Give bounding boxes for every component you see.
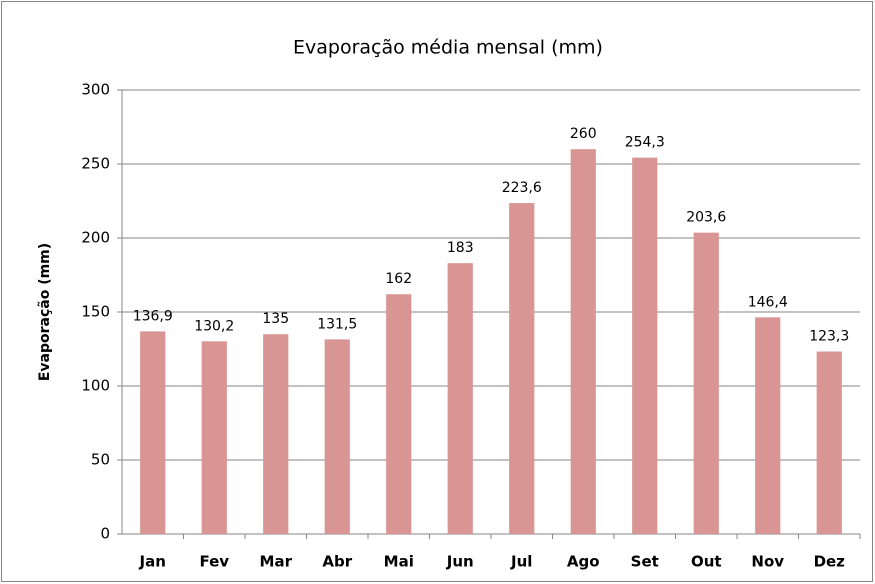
- chart-title: Evaporação média mensal (mm): [293, 37, 603, 59]
- x-tick-label: Fev: [199, 553, 229, 571]
- bar: [816, 351, 842, 534]
- y-tick-label: 100: [81, 377, 110, 395]
- bar: [263, 334, 289, 534]
- y-tick-label: 200: [81, 229, 110, 247]
- x-tick-label: Ago: [567, 553, 600, 571]
- bar: [570, 149, 596, 534]
- value-label: 130,2: [194, 318, 234, 334]
- y-tick-label: 150: [81, 303, 110, 321]
- x-tick-label: Nov: [751, 553, 784, 571]
- value-label: 131,5: [317, 316, 357, 332]
- bar: [509, 203, 535, 534]
- y-axis-label: Evaporação (mm): [37, 243, 53, 381]
- x-tick-label: Jan: [139, 553, 166, 571]
- bar: [693, 232, 719, 534]
- bar: [632, 157, 658, 535]
- bar: [324, 339, 350, 534]
- x-tick-label: Out: [691, 553, 722, 571]
- value-label: 223,6: [502, 180, 542, 196]
- bar: [386, 294, 412, 534]
- value-label: 136,9: [133, 308, 173, 324]
- value-label: 146,4: [748, 294, 788, 310]
- bar: [140, 331, 166, 534]
- x-tick-label: Mar: [260, 553, 293, 571]
- x-tick-label: Dez: [814, 553, 846, 571]
- value-label: 183: [447, 240, 474, 256]
- value-label: 135: [262, 311, 289, 327]
- bar: [447, 263, 473, 534]
- x-tick-label: Abr: [322, 553, 352, 571]
- value-label: 203,6: [686, 210, 726, 226]
- value-label: 260: [570, 126, 597, 142]
- bar: [201, 341, 227, 534]
- x-tick-label: Mai: [384, 553, 414, 571]
- x-tick-label: Set: [631, 553, 659, 571]
- y-tick-label: 50: [91, 451, 110, 469]
- x-tick-label: Jul: [510, 553, 532, 571]
- y-tick-label: 250: [81, 155, 110, 173]
- y-tick-label: 300: [81, 81, 110, 99]
- y-tick-label: 0: [100, 525, 110, 543]
- bar: [755, 317, 781, 534]
- value-label: 162: [385, 271, 412, 287]
- value-label: 254,3: [625, 135, 665, 151]
- value-label: 123,3: [809, 329, 849, 345]
- x-tick-label: Jun: [446, 553, 474, 571]
